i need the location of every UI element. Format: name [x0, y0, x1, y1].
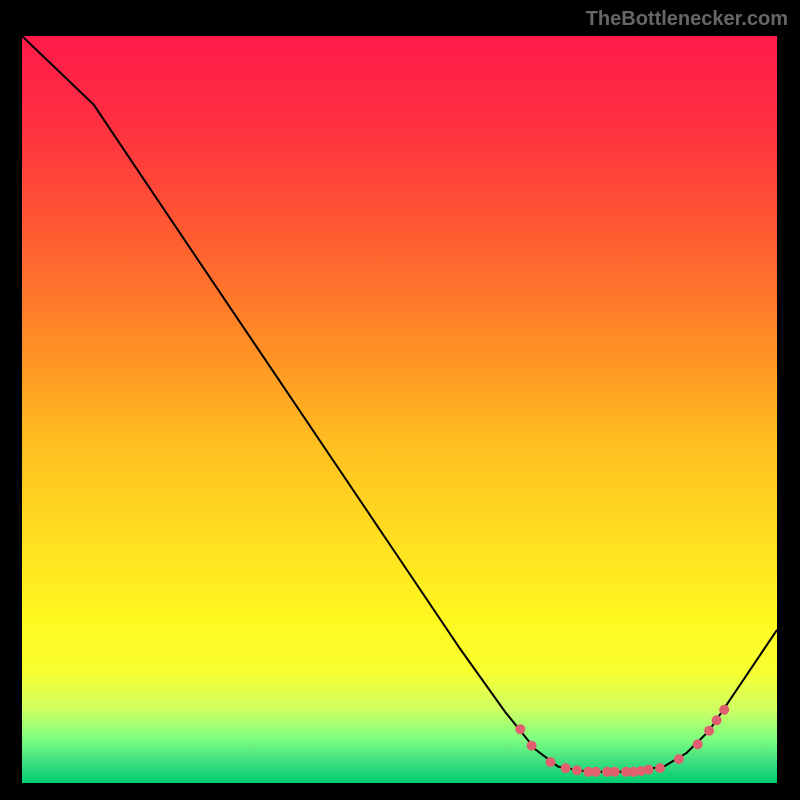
marker-point [693, 739, 703, 749]
marker-point [561, 763, 571, 773]
watermark-text: TheBottlenecker.com [586, 8, 788, 31]
marker-point [719, 705, 729, 715]
marker-point [712, 715, 722, 725]
marker-point [644, 765, 654, 775]
marker-point [546, 757, 556, 767]
marker-point [655, 763, 665, 773]
bottleneck-curve [22, 36, 777, 772]
marker-point [674, 754, 684, 764]
marker-point [515, 724, 525, 734]
chart-plot-area [22, 36, 777, 783]
marker-point [572, 765, 582, 775]
marker-point [610, 767, 620, 777]
curve-overlay [22, 36, 777, 783]
markers-group [515, 705, 729, 777]
marker-point [591, 767, 601, 777]
marker-point [704, 726, 714, 736]
marker-point [527, 741, 537, 751]
